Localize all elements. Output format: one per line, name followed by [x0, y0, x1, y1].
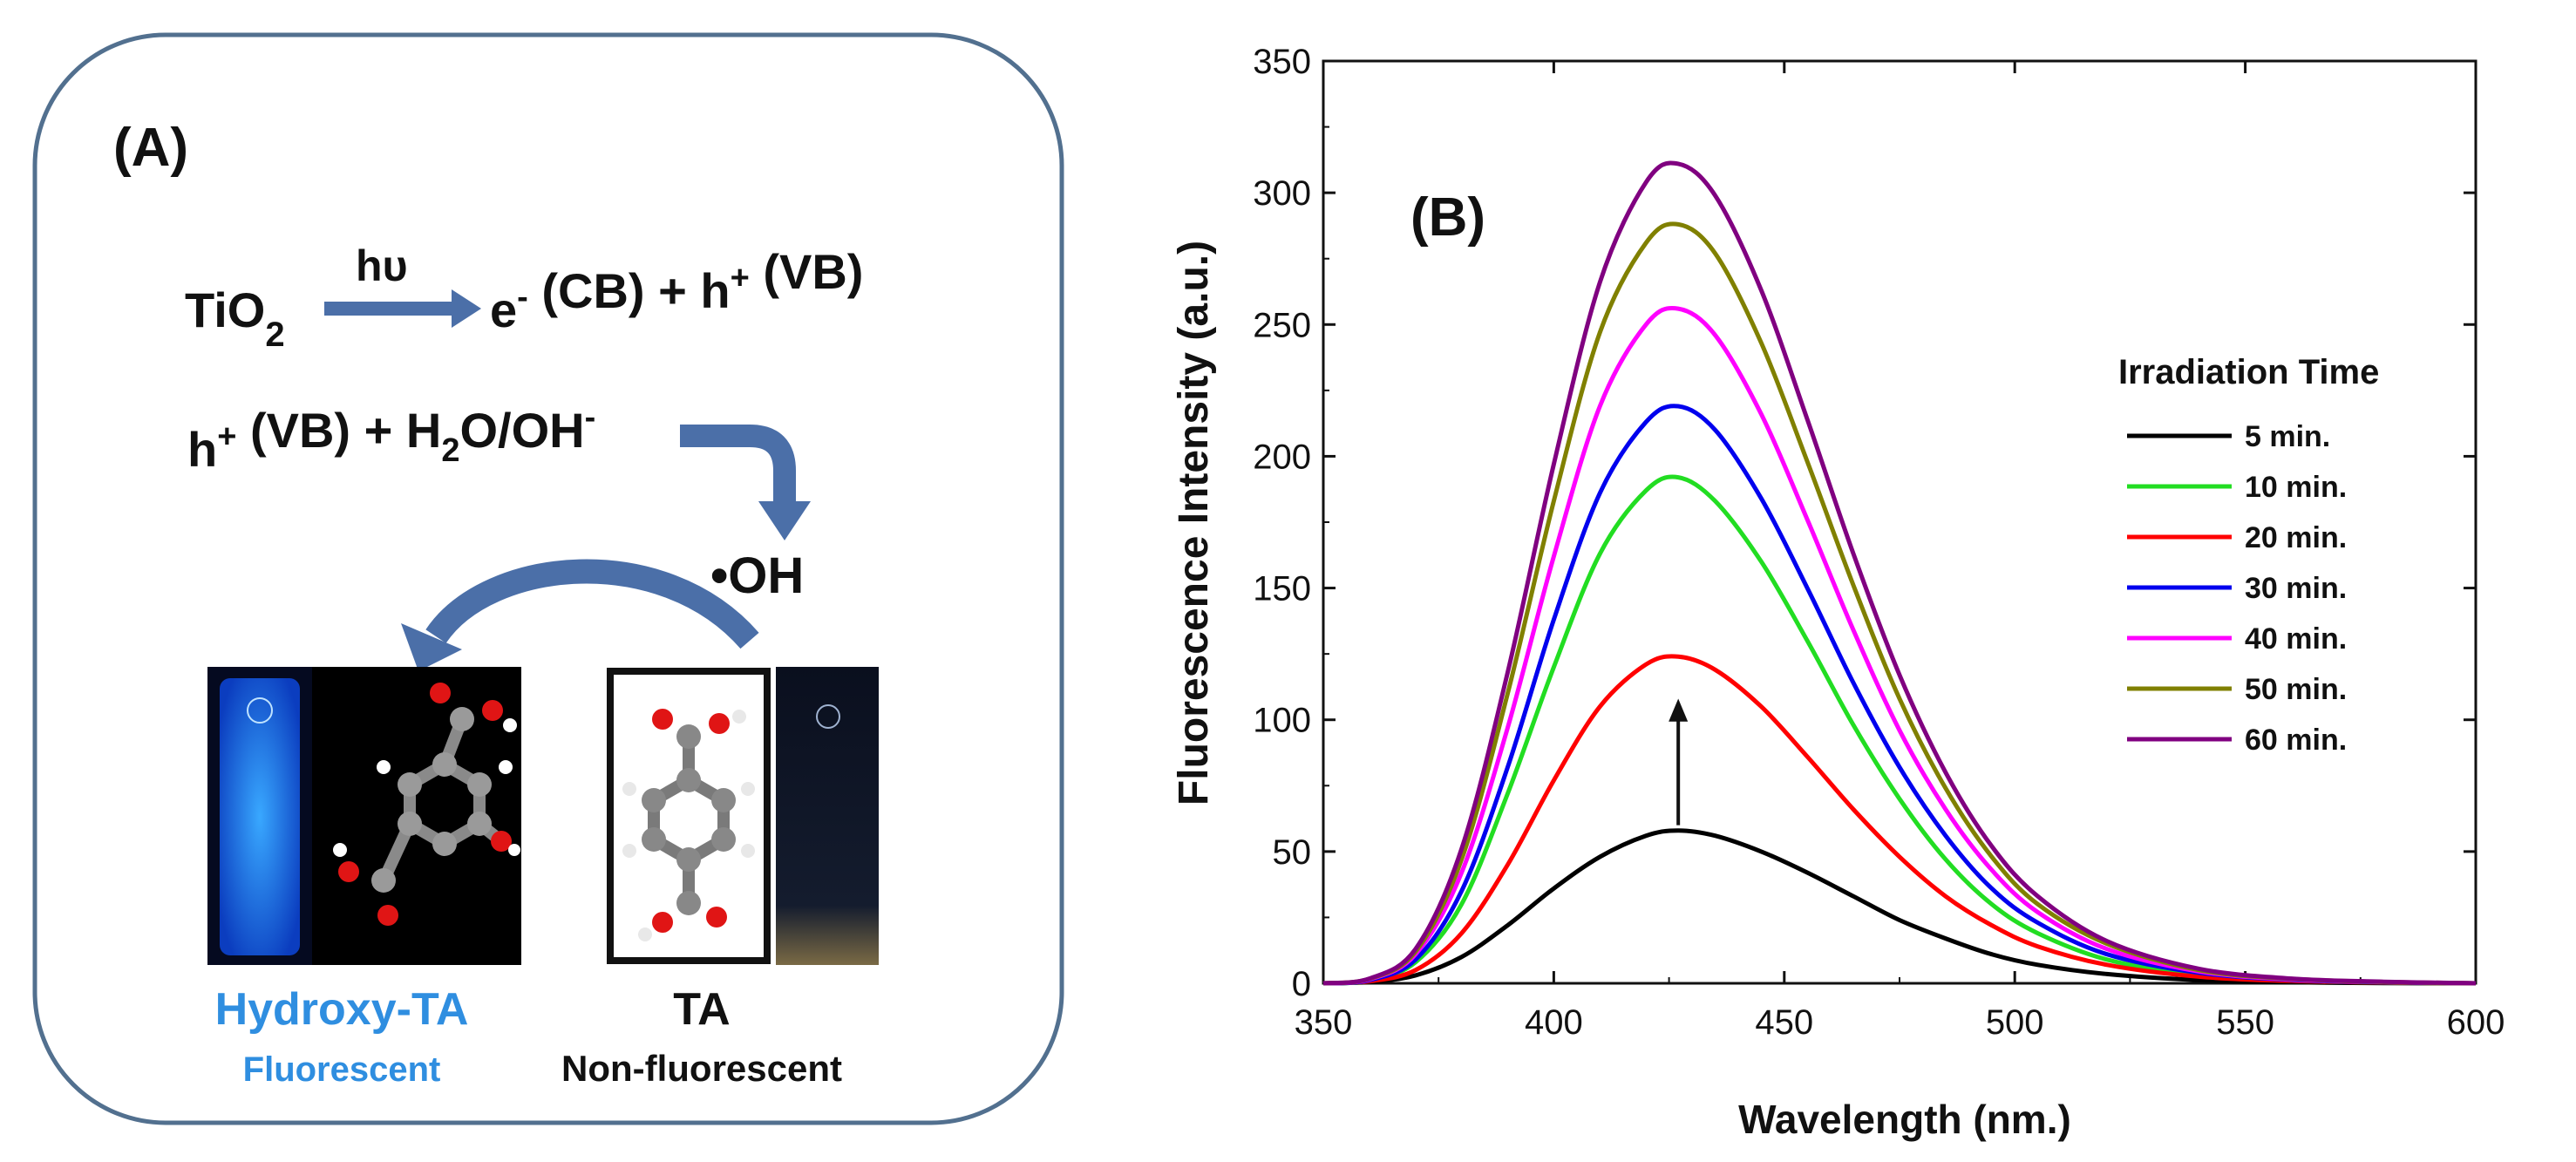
x-tick-label: 500 — [1986, 1003, 2044, 1042]
ta-atoms — [622, 709, 755, 941]
panel-b-label: (B) — [1410, 187, 1485, 248]
series-line-60-min — [1322, 160, 2477, 986]
series-line-40-min — [1322, 305, 2477, 986]
hydroxy-ta-atoms — [333, 683, 520, 926]
x-axis-label: Wavelength (nm.) — [1738, 1097, 2071, 1142]
y-axis-label: Fluorescence Intensity (a.u.) — [1171, 241, 1217, 805]
series-lines — [1322, 160, 2477, 986]
legend-entry-label: 20 min. — [2245, 521, 2347, 554]
axis-ticks: 350 400 450 500 550 600 0 50 100 150 200 250 300 350 — [1253, 43, 2505, 1042]
x-tick-label: 450 — [1755, 1003, 1813, 1042]
reaction-arrow-head — [401, 623, 462, 671]
fluorescence-chart-svg: 350 400 450 500 550 600 0 50 100 150 200 250 300350 … — [1171, 43, 2505, 1142]
y-tick-label: 0 — [1292, 965, 1311, 1003]
eq2-curved-arrow — [680, 425, 796, 510]
legend-entry-label: 5 min. — [2245, 420, 2330, 453]
y-tick-label: 150 — [1253, 570, 1311, 608]
y-tick-label: 250 — [1253, 306, 1311, 344]
legend: 5 min. 10 min. 20 min. 30 min. 40 min. 50 min… — [2127, 420, 2347, 757]
x-tick-label: 400 — [1525, 1003, 1583, 1042]
left-caption-name: Hydroxy-TA — [215, 984, 469, 1035]
fluorescent-vial — [220, 678, 300, 955]
eq1-over-arrow-label: hυ — [356, 241, 408, 290]
x-tick-label: 550 — [2216, 1003, 2274, 1042]
x-tick-label: 350 — [1295, 1003, 1353, 1042]
eq1-product: e- (CB) + h+ (VB) — [490, 244, 863, 337]
series-line-5-min — [1322, 828, 2477, 986]
panel-a-schematic: (A) TiO2 hυ e- (CB) + h+ (VB) h+ (VB) + … — [0, 0, 1116, 1158]
panel-a-label: (A) — [113, 118, 188, 178]
y-tick-label: 50 — [1273, 833, 1312, 872]
legend-entry-label: 10 min. — [2245, 471, 2347, 504]
annotations — [1669, 698, 1689, 826]
y-tick-label: 200 — [1253, 438, 1311, 476]
right-caption-name: TA — [673, 984, 730, 1035]
y-tick-label: 350 — [1253, 43, 1311, 81]
dim-vial-logo-icon — [816, 704, 840, 729]
eq1-arrow — [324, 289, 481, 328]
y-tick-label: 100 — [1253, 702, 1311, 740]
series-line-20-min — [1322, 654, 2477, 986]
left-caption-property: Fluorescent — [243, 1050, 441, 1089]
vial-logo-icon — [247, 697, 273, 724]
eq1-reactant: TiO2 — [185, 282, 285, 354]
eq2-text: h+ (VB) + H2O/OH- — [187, 399, 595, 477]
legend-title: Irradiation Time — [2118, 353, 2379, 391]
legend-entry-label: 30 min. — [2245, 572, 2347, 605]
legend-entry-label: 50 min. — [2245, 673, 2347, 706]
y-tick-label: 300 — [1253, 174, 1311, 213]
eq2-arrow-head — [758, 501, 811, 540]
legend-entry-label: 40 min. — [2245, 622, 2347, 656]
non-fluorescent-vial — [776, 667, 879, 965]
right-caption-property: Non-fluorescent — [561, 1048, 842, 1089]
increase-arrow-head — [1669, 698, 1689, 722]
reaction-curved-arrow — [425, 559, 759, 649]
panel-a-svg: (A) TiO2 hυ e- (CB) + h+ (VB) h+ (VB) + … — [32, 32, 1064, 1125]
legend-entry-label: 60 min. — [2245, 724, 2347, 757]
panel-b-chart: 350 400 450 500 550 600 0 50 100 150 200 250 300 350 … — [1133, 0, 2576, 1158]
hydroxyl-radical: •OH — [710, 547, 804, 604]
x-tick-label: 600 — [2447, 1003, 2505, 1042]
